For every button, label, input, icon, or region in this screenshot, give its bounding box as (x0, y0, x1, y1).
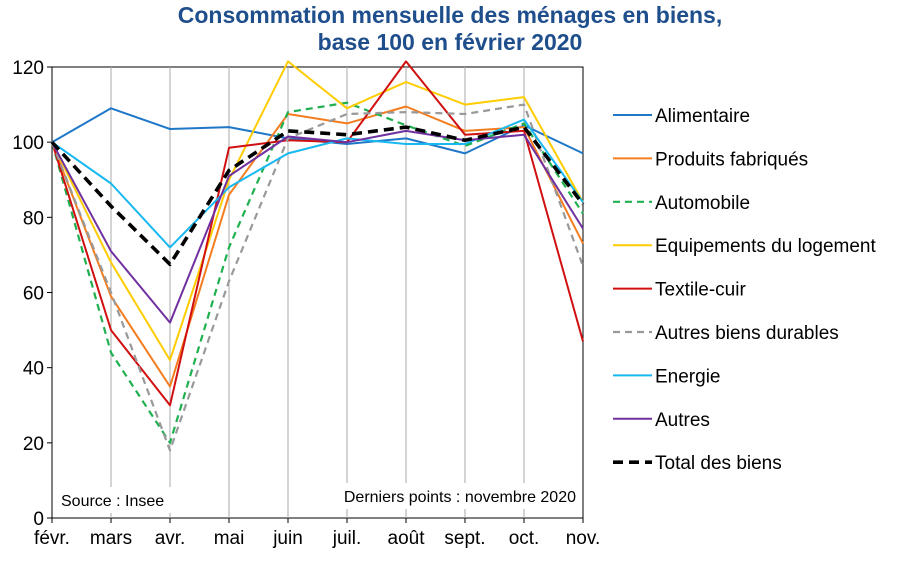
last-points-note: Derniers points : novembre 2020 (344, 489, 576, 506)
source-box (55, 487, 181, 513)
x-tick-label: févr. (34, 528, 70, 549)
chart-title: Consommation mensuelle des ménages en bi… (177, 2, 723, 28)
series-line-produits-fabriques (51, 105, 584, 388)
legend-label: Autres biens durables (655, 323, 839, 344)
legend-label: Textile-cuir (655, 280, 746, 301)
x-tick-label: mars (90, 528, 132, 549)
series-line-autres-biens-durables (50, 103, 585, 452)
legend-label: Automobile (655, 193, 750, 214)
x-tick-label: oct. (509, 528, 540, 549)
x-tick-label: nov. (566, 528, 601, 549)
y-tick-label: 80 (23, 208, 44, 229)
series-line-total-des-biens (50, 125, 585, 267)
source-note: Source : Insee (61, 493, 164, 510)
chart-title-block: Consommation mensuelle des ménages en bi… (0, 2, 900, 56)
y-tick-label: 40 (23, 359, 44, 380)
chart-subtitle: base 100 en février 2020 (317, 29, 583, 55)
legend-label: Autres (655, 410, 710, 431)
x-tick-label: juin (272, 528, 303, 549)
legend-label: Energie (655, 366, 721, 387)
y-tick-label: 120 (12, 58, 44, 79)
y-tick-label: 0 (33, 509, 44, 530)
series-line-equipements-du-logement (51, 60, 584, 362)
x-tick-label: sept. (444, 528, 485, 549)
series-line-autres (51, 129, 584, 324)
last-points-box (306, 483, 580, 509)
x-tick-label: août (388, 528, 426, 549)
legend-label: Alimentaire (655, 106, 750, 127)
legend-label: Equipements du logement (655, 236, 876, 257)
y-tick-label: 60 (23, 284, 44, 305)
y-tick-label: 20 (23, 434, 44, 455)
x-tick-label: juil. (332, 528, 362, 549)
legend-label: Produits fabriqués (655, 149, 808, 170)
series-line-energie (51, 118, 584, 249)
y-tick-label: 100 (12, 133, 44, 154)
x-tick-label: avr. (155, 528, 186, 549)
x-tick-label: mai (214, 528, 245, 549)
legend-label: Total des biens (655, 453, 782, 474)
